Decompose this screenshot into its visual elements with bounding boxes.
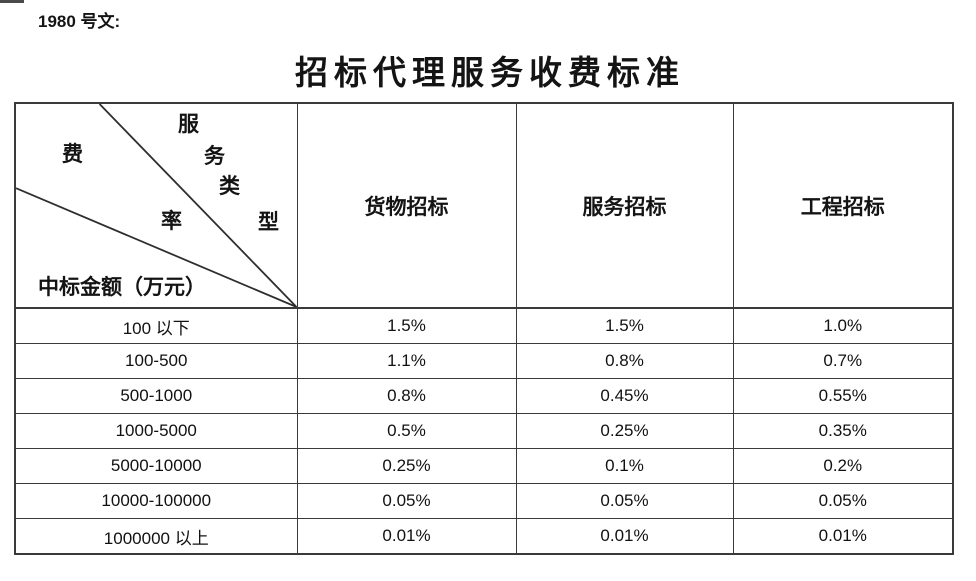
row-range-cell: 100-500 <box>14 343 298 379</box>
rate-cell: 0.35% <box>732 413 954 449</box>
corner-char-fee: 费 <box>62 142 83 166</box>
row-range-cell: 500-1000 <box>14 378 298 414</box>
rate-cell: 0.25% <box>296 448 517 484</box>
rate-cell: 0.8% <box>296 378 517 414</box>
row-range-cell: 10000-100000 <box>14 483 298 519</box>
rate-cell: 0.2% <box>732 448 954 484</box>
table-header-row: 费 率 服 务 类 型 中标金额（万元） 货物招标 服务招标 工程招标 <box>14 102 954 309</box>
row-range-cell: 1000-5000 <box>14 413 298 449</box>
row-range-cell: 5000-10000 <box>14 448 298 484</box>
rate-cell: 0.5% <box>296 413 517 449</box>
rate-cell: 1.1% <box>296 343 517 379</box>
column-header-service-tender: 服务招标 <box>515 102 734 309</box>
row-range-cell: 1000000 以上 <box>14 518 298 555</box>
rate-cell: 0.1% <box>515 448 734 484</box>
rate-cell: 0.45% <box>515 378 734 414</box>
column-header-works-tender: 工程招标 <box>732 102 954 309</box>
rate-cell: 0.05% <box>515 483 734 519</box>
column-header-goods-tender: 货物招标 <box>296 102 517 309</box>
table-row: 5000-10000 0.25% 0.1% 0.2% <box>14 448 954 484</box>
rate-cell: 0.25% <box>515 413 734 449</box>
corner-axis-label: 中标金额（万元） <box>38 275 206 299</box>
page-title: 招标代理服务收费标准 <box>295 56 685 92</box>
rate-cell: 0.7% <box>732 343 954 379</box>
table-row: 500-1000 0.8% 0.45% 0.55% <box>14 378 954 414</box>
rate-cell: 0.55% <box>732 378 954 414</box>
rate-cell: 1.0% <box>732 307 954 344</box>
table-row: 1000000 以上 0.01% 0.01% 0.01% <box>14 518 954 555</box>
table-row: 100-500 1.1% 0.8% 0.7% <box>14 343 954 379</box>
rate-cell: 1.5% <box>515 307 734 344</box>
corner-char-service-type-1: 服 <box>178 112 199 136</box>
row-range-cell: 100 以下 <box>14 307 298 344</box>
doc-number-label: 1980 号文: <box>38 12 121 31</box>
rate-cell: 0.01% <box>732 518 954 555</box>
table-row: 1000-5000 0.5% 0.25% 0.35% <box>14 413 954 449</box>
table-row: 100 以下 1.5% 1.5% 1.0% <box>14 307 954 344</box>
table-row: 10000-100000 0.05% 0.05% 0.05% <box>14 483 954 519</box>
rate-cell: 0.05% <box>296 483 517 519</box>
rate-cell: 0.8% <box>515 343 734 379</box>
corner-char-rate: 率 <box>161 209 182 233</box>
corner-char-service-type-3: 类 <box>219 174 240 198</box>
rate-cell: 0.05% <box>732 483 954 519</box>
corner-diagonal-lines <box>16 104 296 306</box>
corner-char-service-type-2: 务 <box>204 144 225 168</box>
corner-header-cell: 费 率 服 务 类 型 中标金额（万元） <box>14 102 298 309</box>
scan-artifact-mark <box>0 0 24 3</box>
rate-cell: 0.01% <box>296 518 517 555</box>
rate-cell: 1.5% <box>296 307 517 344</box>
rate-cell: 0.01% <box>515 518 734 555</box>
fee-table: 费 率 服 务 类 型 中标金额（万元） 货物招标 服务招标 工程招标 100 … <box>14 102 954 555</box>
corner-char-service-type-4: 型 <box>258 210 279 234</box>
